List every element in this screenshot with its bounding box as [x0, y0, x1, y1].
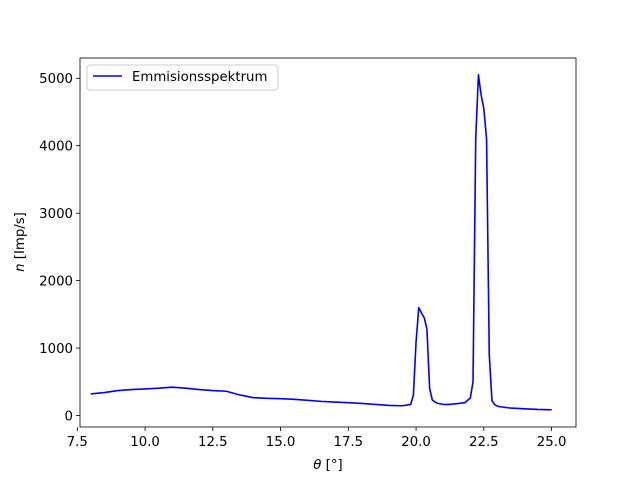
y-axis-ticks: 0 1000 2000 3000 4000 5000: [39, 72, 80, 425]
x-tick-label: 7.5: [67, 435, 88, 450]
y-tick-label: 3000: [39, 207, 73, 222]
x-axis-ticks: 7.5 10.0 12.5 15.0 17.5 20.0 22.5 25.0: [67, 427, 567, 450]
y-tick-label: 2000: [39, 275, 73, 290]
legend-label: Emmisionsspektrum: [132, 70, 267, 85]
y-axis-label-symbol: n: [13, 263, 28, 271]
x-axis-label-symbol: θ: [313, 458, 321, 473]
y-tick-label: 5000: [39, 72, 73, 87]
x-tick-label: 22.5: [469, 435, 499, 450]
x-tick-label: 10.0: [130, 435, 160, 450]
y-tick-label: 0: [65, 410, 73, 425]
series-line: [90, 74, 552, 411]
plot-area: [80, 58, 576, 427]
x-tick-label: 12.5: [198, 435, 228, 450]
legend: Emmisionsspektrum: [86, 64, 279, 91]
x-tick-label: 20.0: [401, 435, 431, 450]
x-tick-label: 25.0: [537, 435, 567, 450]
y-axis-label-unit: [Imp/s]: [13, 212, 28, 263]
x-tick-label: 15.0: [266, 435, 296, 450]
x-axis-label-unit: [°]: [321, 458, 342, 473]
y-axis-label: n [Imp/s]: [13, 212, 28, 272]
plot-frame: [79, 57, 577, 428]
y-tick-label: 4000: [39, 140, 73, 155]
x-tick-label: 17.5: [334, 435, 364, 450]
x-axis-label: θ [°]: [313, 458, 342, 473]
legend-box: [86, 64, 279, 91]
y-tick-label: 1000: [39, 342, 73, 357]
data-layer: [90, 74, 552, 411]
